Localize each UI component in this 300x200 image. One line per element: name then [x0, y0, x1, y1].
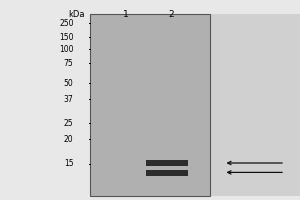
Text: 250: 250	[59, 19, 74, 27]
Text: 2: 2	[168, 10, 174, 19]
Text: 150: 150	[59, 32, 74, 42]
Text: 75: 75	[64, 58, 74, 68]
Bar	[146, 170, 188, 176]
Bar	[90, 14, 210, 196]
Text: 100: 100	[59, 45, 74, 53]
Bar	[210, 14, 300, 196]
Text: 37: 37	[64, 95, 74, 104]
Text: 1: 1	[123, 10, 129, 19]
Text: 50: 50	[64, 78, 74, 88]
Text: 20: 20	[64, 134, 74, 144]
Text: kDa: kDa	[68, 10, 85, 19]
Text: 25: 25	[64, 118, 74, 128]
Bar	[146, 160, 188, 166]
Text: 15: 15	[64, 160, 74, 168]
